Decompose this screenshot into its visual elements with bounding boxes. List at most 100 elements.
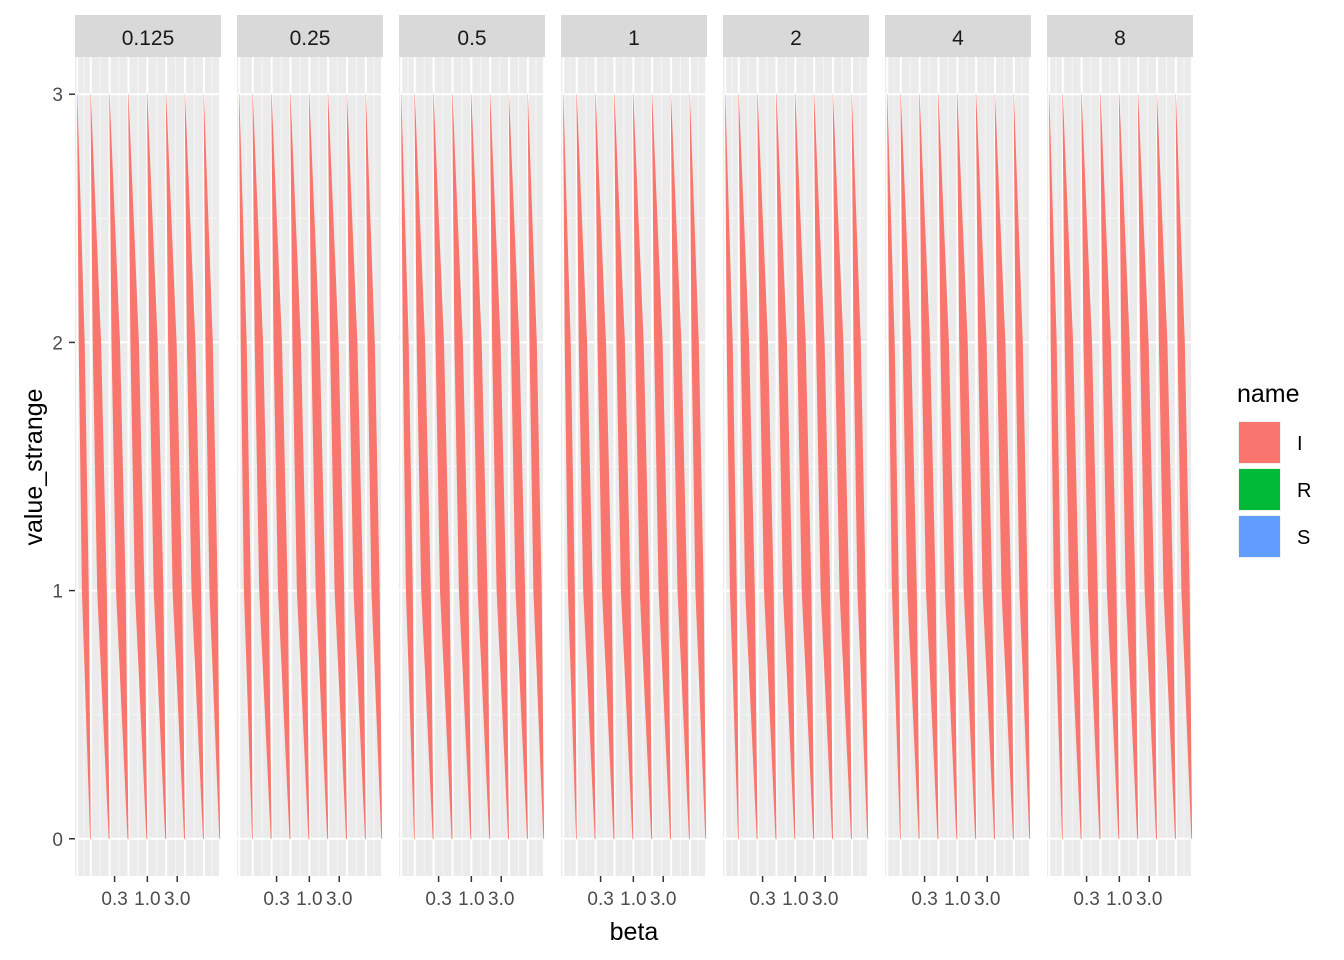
series-i-band [365,94,383,839]
facet-panel: 0.5 0.3 1.0 3.0 [399,15,546,910]
facet-strip [399,15,545,57]
series-i-band [508,94,528,839]
series-i-band [1062,94,1082,839]
series-i-band [203,94,221,839]
x-tick-label: 1.0 [1106,889,1132,910]
series-i-band [77,94,91,839]
y-tick-label: 2 [52,333,63,354]
series-i-band [919,94,939,839]
series-i-band [489,94,509,839]
series-i-band [109,94,129,839]
series-i-band [887,94,901,839]
x-tick-label: 3.0 [326,889,352,910]
facet-strip-label: 0.25 [290,27,331,50]
facet-strip-label: 1 [628,27,640,50]
facet-panel: 4 0.3 1.0 3.0 [885,15,1032,910]
x-tick-label: 3.0 [974,889,1000,910]
x-tick-label: 1.0 [944,889,970,910]
series-i-band [401,94,415,839]
x-tick-label: 3.0 [488,889,514,910]
y-axis-title: value_strange [20,388,48,545]
series-i-band [452,94,472,839]
facet-strip-label: 0.5 [457,27,486,50]
series-i-band [1137,94,1157,839]
facet-strip-label: 8 [1114,27,1126,50]
facet-strip [885,15,1031,57]
series-i-band [90,94,110,839]
series-i-band [725,94,739,839]
series-i-band [1100,94,1120,839]
series-i-band [165,94,185,839]
legend-key-swatch [1239,422,1280,463]
series-i-band [738,94,758,839]
series-i-band [1175,94,1193,839]
x-tick-label: 3.0 [812,889,838,910]
x-tick-label: 0.3 [1073,889,1099,910]
series-i-band [184,94,204,839]
legend-title: name [1237,380,1300,408]
series-i-band [813,94,833,839]
x-tick-label: 1.0 [782,889,808,910]
series-i-band [994,94,1014,839]
x-tick-label: 0.3 [425,889,451,910]
facet-panel: 8 0.3 1.0 3.0 [1047,15,1194,910]
series-i-band [470,94,491,839]
series-i-band [1156,94,1176,839]
series-i-band [794,94,815,839]
series-i-band [271,94,291,839]
facet-strip-label: 2 [790,27,802,50]
series-i-band [776,94,796,839]
x-tick-label: 0.3 [911,889,937,910]
facet-panel: 2 0.3 1.0 3.0 [723,15,870,910]
y-tick-label: 3 [52,85,63,106]
series-i-band [851,94,869,839]
series-i-band [689,94,707,839]
series-i-band [1013,94,1031,839]
facet-panel: 1 0.3 1.0 3.0 [561,15,708,910]
legend-key-swatch [1239,469,1280,510]
series-i-band [527,94,545,839]
facet-strip [1047,15,1193,57]
facet-strip [723,15,869,57]
x-axis-title: beta [610,918,659,946]
series-i-band [651,94,671,839]
facet-strip [75,15,221,57]
series-i-band [433,94,453,839]
facet-strip [561,15,707,57]
legend-entry-label: I [1297,433,1303,455]
x-tick-label: 1.0 [296,889,322,910]
x-tick-label: 1.0 [458,889,484,910]
series-i-band [595,94,615,839]
facet-strip [237,15,383,57]
x-tick-label: 0.3 [749,889,775,910]
series-i-band [128,94,148,839]
series-i-band [290,94,310,839]
legend-entry-label: S [1297,527,1310,549]
series-i-band [239,94,253,839]
facet-strip-label: 4 [952,27,964,50]
series-i-band [956,94,977,839]
series-i-band [414,94,434,839]
series-i-band [146,94,167,839]
x-tick-label: 1.0 [620,889,646,910]
series-i-band [975,94,995,839]
series-i-band [1049,94,1063,839]
x-tick-label: 1.0 [134,889,160,910]
series-i-band [900,94,920,839]
series-i-band [632,94,653,839]
series-i-band [576,94,596,839]
series-i-band [670,94,690,839]
x-tick-label: 3.0 [164,889,190,910]
facet-strip-label: 0.125 [122,27,175,50]
series-i-band [1118,94,1139,839]
series-i-band [346,94,366,839]
legend: name I R S [1237,380,1311,558]
legend-entry-label: R [1297,480,1311,502]
y-axis: 0 1 2 3 [52,85,75,851]
x-tick-label: 3.0 [650,889,676,910]
series-i-band [327,94,347,839]
x-tick-label: 0.3 [587,889,613,910]
facet-panel: 0.125 0.3 1.0 3.0 [75,15,222,910]
